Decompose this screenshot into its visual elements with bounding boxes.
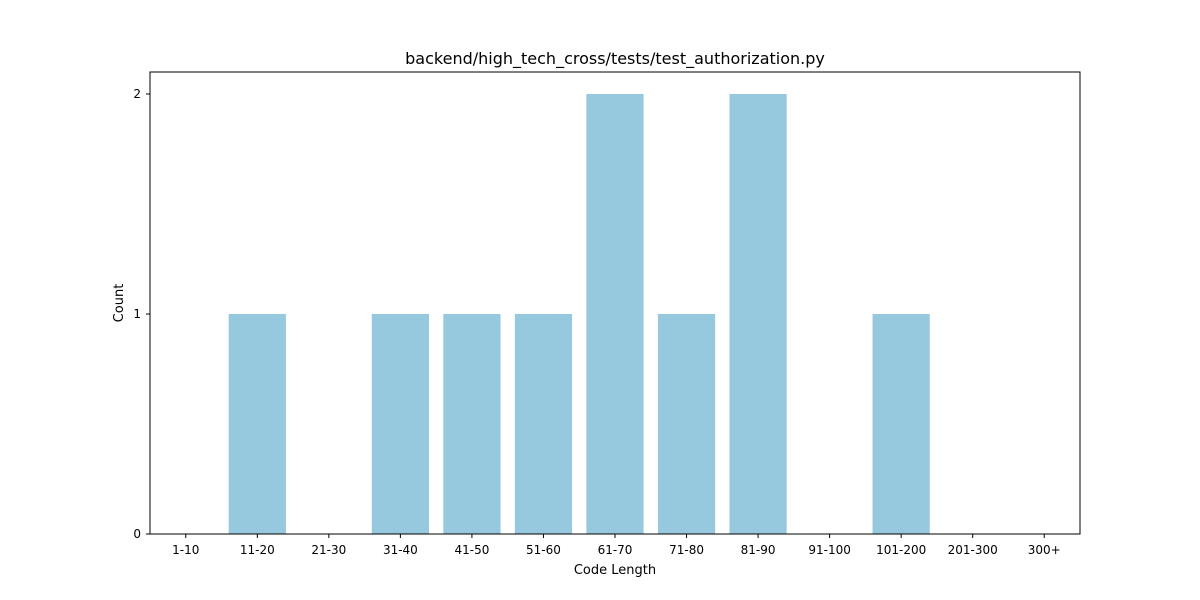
x-axis-ticks: 1-10 11-20 21-30 31-40 41-50 51-60 61-70 71-80 8… (172, 534, 1061, 557)
x-tick-label: 81-90 (741, 543, 776, 557)
y-tick-label: 2 (133, 87, 141, 101)
bar-81-90 (729, 94, 787, 534)
bar-41-50 (443, 314, 501, 534)
x-tick-label: 101-200 (876, 543, 926, 557)
chart-title: backend/high_tech_cross/tests/test_autho… (405, 49, 825, 69)
x-tick-label: 41-50 (454, 543, 489, 557)
y-axis-ticks: 0 1 2 (133, 87, 150, 541)
y-tick-label: 0 (133, 527, 141, 541)
bar-31-40 (371, 314, 429, 534)
x-tick-label: 11-20 (240, 543, 275, 557)
bar-101-200 (872, 314, 930, 534)
bar-61-70 (586, 94, 644, 534)
x-tick-label: 300+ (1028, 543, 1061, 557)
x-axis-label: Code Length (574, 563, 656, 578)
bar-51-60 (514, 314, 573, 534)
x-tick-label: 91-100 (808, 543, 851, 557)
y-axis-label: Count (112, 284, 127, 323)
bars-group (228, 94, 930, 534)
bar-11-20 (228, 314, 286, 534)
x-tick-label: 201-300 (948, 543, 998, 557)
x-tick-label: 61-70 (598, 543, 633, 557)
x-tick-label: 31-40 (383, 543, 418, 557)
x-tick-label: 71-80 (669, 543, 704, 557)
y-tick-label: 1 (133, 307, 141, 321)
x-tick-label: 51-60 (526, 543, 561, 557)
x-tick-label: 21-30 (311, 543, 346, 557)
bar-71-80 (657, 314, 716, 534)
x-tick-label: 1-10 (172, 543, 199, 557)
